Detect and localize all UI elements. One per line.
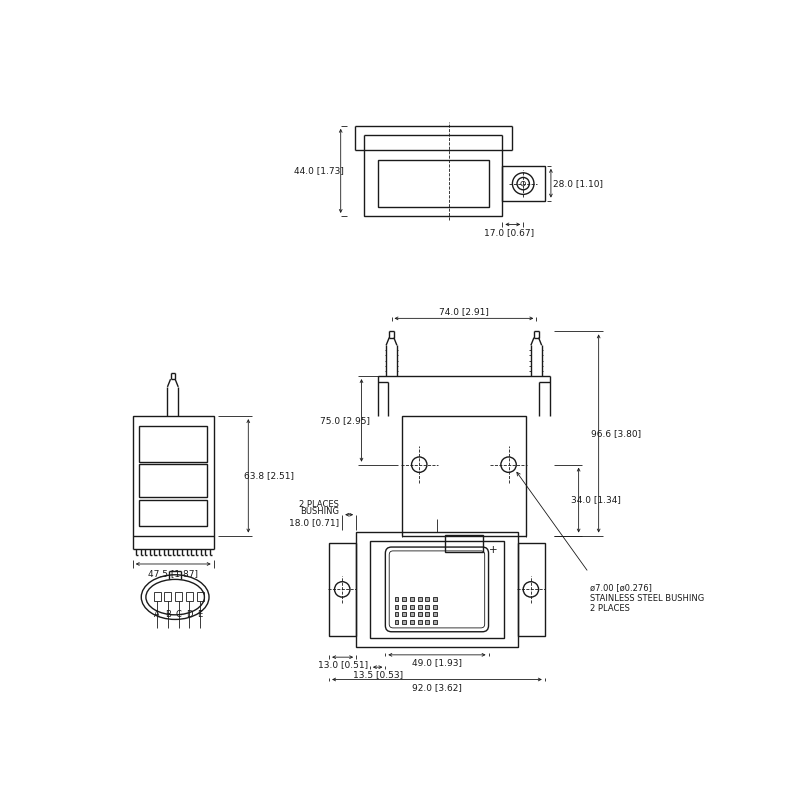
Text: BUSHING: BUSHING <box>300 507 339 516</box>
Text: 2 PLACES: 2 PLACES <box>299 500 339 510</box>
Text: 49.0 [1.93]: 49.0 [1.93] <box>412 658 462 667</box>
Bar <box>394 597 398 601</box>
Bar <box>433 620 437 624</box>
Bar <box>133 416 214 535</box>
Text: 47.5 [1.87]: 47.5 [1.87] <box>148 569 198 579</box>
Text: ø7.00 [ø0.276]
STAINLESS STEEL BUSHING
2 PLACES: ø7.00 [ø0.276] STAINLESS STEEL BUSHING 2… <box>590 584 705 613</box>
Bar <box>502 166 545 200</box>
Text: 13.0 [0.51]: 13.0 [0.51] <box>318 660 368 670</box>
Text: 63.8 [2.51]: 63.8 [2.51] <box>244 471 294 481</box>
Bar <box>426 605 430 609</box>
Bar <box>433 613 437 617</box>
Text: 75.0 [2.95]: 75.0 [2.95] <box>319 416 370 425</box>
Bar <box>394 613 398 617</box>
Bar <box>154 592 161 601</box>
Bar <box>433 605 437 609</box>
Bar <box>378 159 489 207</box>
Bar <box>426 597 430 601</box>
Bar <box>394 620 398 624</box>
Bar <box>139 500 207 526</box>
Bar <box>186 592 193 601</box>
Bar <box>139 464 207 497</box>
Text: 17.0 [0.67]: 17.0 [0.67] <box>484 229 534 237</box>
Bar <box>418 620 422 624</box>
Bar <box>402 613 406 617</box>
Bar <box>402 620 406 624</box>
Bar <box>518 543 545 636</box>
Bar <box>402 416 526 535</box>
Bar <box>410 613 414 617</box>
Text: A: A <box>154 609 160 618</box>
Bar <box>418 597 422 601</box>
Bar <box>433 597 437 601</box>
Bar <box>329 543 356 636</box>
Text: 18.0 [0.71]: 18.0 [0.71] <box>289 518 339 527</box>
Bar <box>175 592 182 601</box>
Text: B: B <box>165 609 170 618</box>
Bar <box>197 592 204 601</box>
Bar <box>139 426 207 461</box>
Text: 44.0 [1.73]: 44.0 [1.73] <box>294 167 344 175</box>
Text: C: C <box>176 609 182 618</box>
Text: D: D <box>186 609 193 618</box>
Bar <box>402 597 406 601</box>
Text: E: E <box>198 609 203 618</box>
Text: 92.0 [3.62]: 92.0 [3.62] <box>412 683 462 691</box>
Bar <box>410 620 414 624</box>
Bar <box>426 613 430 617</box>
Text: 74.0 [2.91]: 74.0 [2.91] <box>439 307 489 316</box>
Bar <box>426 620 430 624</box>
Text: 28.0 [1.10]: 28.0 [1.10] <box>553 179 603 188</box>
Text: +: + <box>489 545 498 555</box>
Bar <box>364 151 502 216</box>
Bar <box>394 605 398 609</box>
Text: 34.0 [1.34]: 34.0 [1.34] <box>571 496 622 505</box>
Bar <box>410 597 414 601</box>
Text: 13.5 [0.53]: 13.5 [0.53] <box>353 671 402 679</box>
Bar <box>445 535 483 552</box>
Bar <box>418 613 422 617</box>
Text: 96.6 [3.80]: 96.6 [3.80] <box>590 429 641 438</box>
Bar <box>402 605 406 609</box>
Bar <box>164 592 171 601</box>
Bar <box>356 531 518 647</box>
Bar <box>410 605 414 609</box>
Bar <box>370 541 504 638</box>
Bar <box>418 605 422 609</box>
